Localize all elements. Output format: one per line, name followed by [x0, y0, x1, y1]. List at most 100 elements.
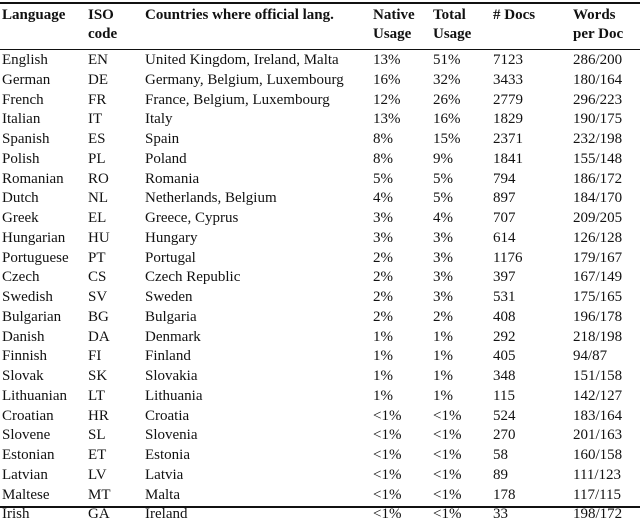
table-cell: <1%	[433, 466, 462, 483]
table-cell: <1%	[433, 506, 462, 523]
table-cell: <1%	[373, 447, 402, 463]
table-cell: 3%	[433, 249, 453, 266]
table-cell: Sweden	[145, 289, 193, 305]
table-cell: 155/148	[573, 150, 623, 167]
table-cell: <1%	[373, 486, 402, 503]
table-cell: 2%	[373, 269, 393, 286]
table-cell: 32%	[433, 71, 461, 88]
table-cell: Latvia	[145, 466, 184, 483]
table-cell: ES	[88, 131, 106, 147]
table-cell: 58	[493, 447, 508, 463]
top-rule	[0, 2, 640, 4]
table-cell: 51%	[433, 52, 461, 68]
table-cell: 3%	[433, 229, 453, 246]
table-cell: 897	[493, 190, 516, 207]
table-cell: 531	[493, 289, 516, 305]
table-cell: 1%	[433, 348, 453, 365]
table-cell: Finnish	[2, 348, 48, 365]
table-cell: 179/167	[573, 249, 623, 266]
table-cell: SL	[88, 427, 106, 444]
table-cell: 5%	[433, 190, 453, 207]
table-cell: CS	[88, 269, 107, 286]
table-cell: 296/223	[573, 91, 623, 108]
table-cell: HU	[88, 229, 110, 246]
table-cell: France, Belgium, Luxembourg	[145, 91, 330, 108]
table-cell: 178	[493, 486, 516, 503]
table-cell: Croatia	[145, 407, 190, 424]
table-cell: MT	[88, 486, 111, 503]
table-cell: 1%	[373, 368, 393, 384]
table-cell: Denmark	[145, 328, 201, 345]
header-cell: Countries where official lang.	[145, 7, 334, 23]
table-cell: Ireland	[145, 506, 188, 523]
table-cell: 1%	[433, 368, 453, 384]
table-cell: Romania	[145, 170, 200, 187]
table-cell: 5%	[373, 170, 393, 187]
table-cell: 1%	[433, 387, 453, 404]
table-cell: Slovak	[2, 368, 44, 384]
table-cell: 286/200	[573, 52, 623, 68]
table-cell: 167/149	[573, 269, 623, 286]
table-cell: GA	[88, 506, 110, 523]
table-cell: Lithuanian	[2, 387, 67, 404]
table-cell: EN	[88, 52, 108, 68]
table-cell: 2%	[373, 249, 393, 266]
table-cell: Malta	[145, 486, 180, 503]
table-cell: LT	[88, 387, 105, 404]
table-cell: 198/172	[573, 506, 623, 523]
table-cell: 1%	[373, 328, 393, 345]
mid-rule	[0, 49, 640, 50]
table-cell: 8%	[373, 131, 393, 147]
table-cell: 405	[493, 348, 516, 365]
table-cell: Estonia	[145, 447, 190, 463]
table-cell: Bulgarian	[2, 308, 62, 325]
table-cell: Greece, Cyprus	[145, 210, 239, 226]
table-cell: 794	[493, 170, 516, 187]
table-cell: PL	[88, 150, 106, 167]
table-cell: United Kingdom, Ireland, Malta	[145, 52, 339, 68]
table-cell: Portugal	[145, 249, 196, 266]
table-cell: EL	[88, 210, 107, 226]
table-cell: 524	[493, 407, 516, 424]
table-cell: 16%	[373, 71, 401, 88]
table-cell: 1%	[373, 387, 393, 404]
table-cell: Hungary	[145, 229, 198, 246]
header-cell: ISO code	[88, 7, 118, 42]
table-cell: Poland	[145, 150, 187, 167]
table-cell: PT	[88, 249, 106, 266]
table-cell: 2%	[433, 308, 453, 325]
table-cell: Czech	[2, 269, 40, 286]
table-cell: Hungarian	[2, 229, 66, 246]
table-cell: LV	[88, 466, 107, 483]
table-cell: Czech Republic	[145, 269, 241, 286]
table-cell: <1%	[433, 427, 462, 444]
table-cell: 232/198	[573, 131, 623, 147]
table-cell: Romanian	[2, 170, 64, 187]
table-cell: Slovene	[2, 427, 51, 444]
table-cell: RO	[88, 170, 109, 187]
table-cell: 115	[493, 387, 515, 404]
table-cell: <1%	[373, 427, 402, 444]
table-cell: ET	[88, 447, 107, 463]
table-cell: 1%	[433, 328, 453, 345]
table-cell: 12%	[373, 91, 401, 108]
table-cell: 26%	[433, 91, 461, 108]
table-cell: IT	[88, 111, 103, 128]
table-cell: 160/158	[573, 447, 623, 463]
table-cell: 180/164	[573, 71, 623, 88]
table-cell: Swedish	[2, 289, 53, 305]
table-cell: 8%	[373, 150, 393, 167]
header-cell: Words per Doc	[573, 7, 624, 42]
table-cell: 270	[493, 427, 516, 444]
table-cell: 126/128	[573, 229, 623, 246]
table-cell: 201/163	[573, 427, 623, 444]
table-cell: 183/164	[573, 407, 623, 424]
table-cell: FI	[88, 348, 102, 365]
table-cell: <1%	[373, 407, 402, 424]
table-cell: 408	[493, 308, 516, 325]
table-cell: 348	[493, 368, 516, 384]
table-cell: 3%	[373, 210, 393, 226]
table-cell: 117/115	[573, 486, 622, 503]
table-cell: 175/165	[573, 289, 623, 305]
table-cell: 151/158	[573, 368, 623, 384]
